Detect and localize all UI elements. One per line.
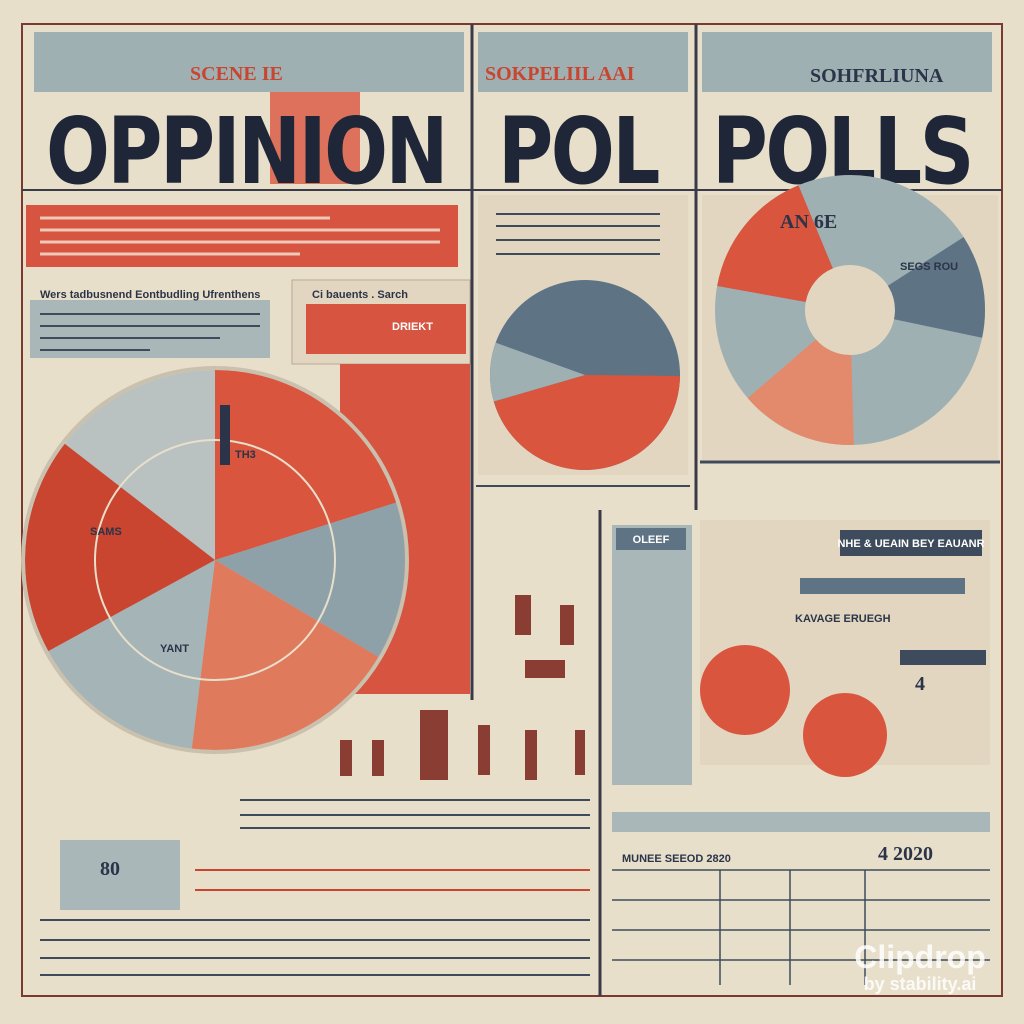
red-box-label: DRIEKT (392, 321, 433, 333)
table-title: MUNEE SEEOD 2820 (622, 853, 731, 865)
donut-title: AN 6E (780, 211, 837, 233)
header-title: OPPINION (46, 98, 446, 205)
sidebar-label: OLEEF (633, 534, 670, 546)
section-heading: KAVAGE ERUEGH (795, 613, 891, 625)
pie-wedge (25, 370, 405, 750)
info-label: Ci bauents . Sarch (312, 289, 408, 301)
header-title: POL (498, 98, 659, 205)
table-head (612, 812, 990, 832)
header-band (34, 32, 464, 92)
table-number: 4 2020 (878, 843, 933, 865)
header-band (478, 32, 688, 92)
pie-ring (94, 439, 336, 681)
watermark-brand: Clipdrop (854, 939, 986, 975)
circle-accent (700, 645, 790, 735)
donut-wedge (715, 175, 985, 445)
text-lines (40, 313, 260, 351)
header-tag: SOKPELIIL AAI (485, 63, 635, 85)
donut-label: SEGS ROU (900, 261, 958, 273)
pie-wedge (490, 280, 680, 470)
watermark-by: by stability.ai (864, 974, 977, 994)
pie-wedge (490, 280, 680, 470)
pie-wedge (25, 370, 405, 750)
pie-wedge (25, 370, 405, 750)
bar-strip (900, 650, 986, 665)
donut-wedge (715, 175, 985, 445)
pie-rim (21, 366, 409, 754)
banner (840, 530, 982, 556)
sidebar (612, 525, 692, 785)
header-tag: SCENE IE (190, 63, 283, 85)
figures (340, 595, 585, 780)
circle-accent (803, 693, 887, 777)
bar-strip (800, 578, 965, 594)
text-lines (40, 216, 440, 256)
pie-label: YANT (160, 643, 189, 655)
pie-label: SAMS (90, 526, 122, 538)
pie (490, 280, 680, 470)
text-lines (40, 799, 590, 976)
info-box (60, 840, 180, 910)
red-box (306, 304, 466, 354)
big-number: 4 (915, 673, 925, 695)
red-banner (26, 205, 458, 267)
info-number: 80 (100, 858, 120, 880)
table-lines (612, 869, 990, 985)
sidebar-head (616, 528, 686, 550)
pie (25, 370, 405, 750)
pie-label: TH3 (235, 449, 256, 461)
info-box (30, 300, 270, 358)
donut (715, 175, 985, 445)
header-tag: SOHFRLIUNA (810, 65, 944, 87)
frame (21, 23, 1003, 997)
text-lines (496, 213, 660, 255)
header-band (702, 32, 992, 92)
pie-wedge (25, 370, 405, 750)
header-accent (270, 92, 360, 184)
info-heading: Wers tadbusnend Eontbudling Ufrenthens (40, 289, 260, 301)
marker (220, 405, 230, 465)
banner-label: NHE & UEAIN BEY EAUANR (837, 538, 984, 550)
